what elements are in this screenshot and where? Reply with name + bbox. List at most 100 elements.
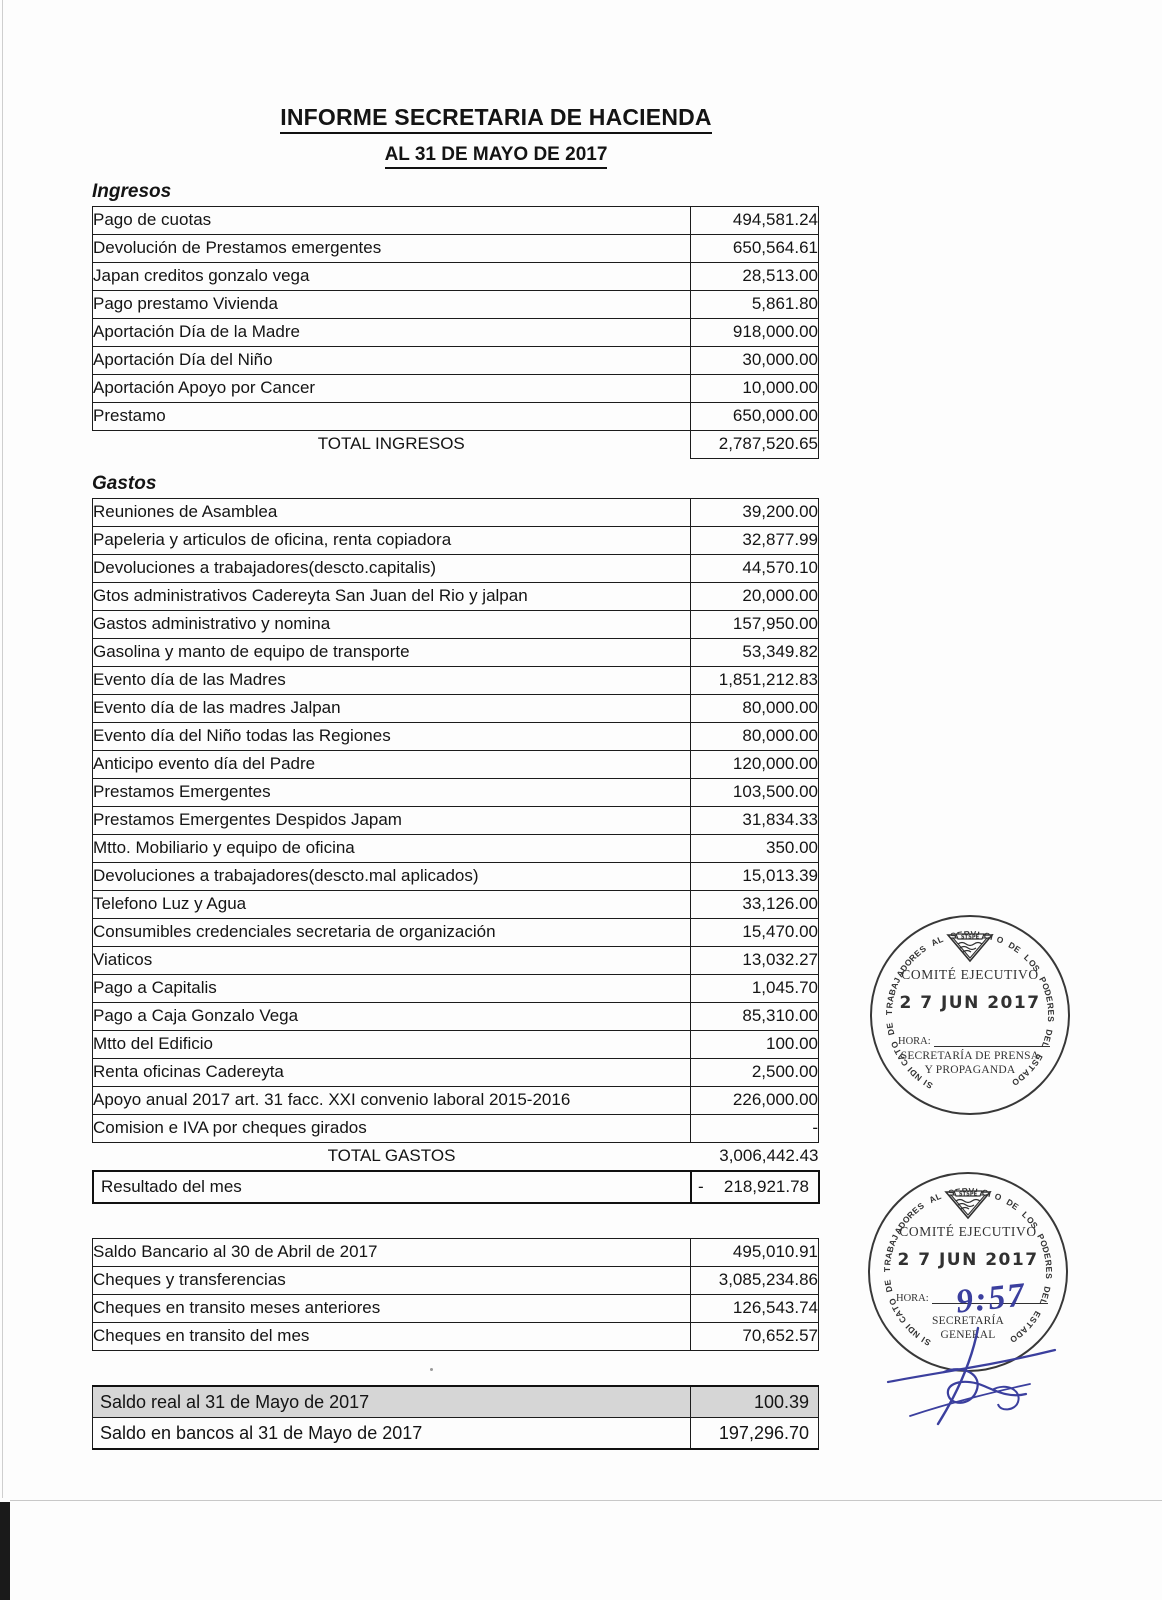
- stamp-ring-char: O: [995, 933, 1006, 946]
- table-row: Prestamos Emergentes 103,500.00: [92, 778, 819, 807]
- stamp-hora-row-1: HORA:: [898, 1033, 1050, 1047]
- table-row: Consumibles credenciales secretaria de o…: [92, 918, 819, 947]
- table-row: Cheques en transito meses anteriores 126,…: [92, 1294, 819, 1323]
- row-value: 15,470.00: [690, 918, 819, 947]
- resultado-negative-sign: -: [698, 1177, 704, 1196]
- saldo-real-label: Saldo real al 31 de Mayo de 2017: [92, 1385, 691, 1418]
- row-value: 103,500.00: [690, 778, 819, 807]
- total-gastos-label: TOTAL GASTOS: [327, 1146, 456, 1165]
- row-label: Viaticos: [92, 946, 691, 975]
- section-heading-ingresos: Ingresos: [92, 181, 172, 202]
- row-value: 495,010.91: [690, 1238, 819, 1267]
- resultado-value-cell: - 218,921.78: [690, 1170, 820, 1204]
- row-value: 157,950.00: [690, 610, 819, 639]
- row-label: Prestamos Emergentes Despidos Japam: [92, 806, 691, 835]
- scan-edge-line: [2, 0, 3, 1498]
- row-value: 100.00: [690, 1030, 819, 1059]
- row-value: 226,000.00: [690, 1086, 819, 1115]
- stamp-secretaria-general: SINDICATODETRABAJADORESALSERVICIODELOSPO…: [868, 1172, 1068, 1372]
- row-label: Devolución de Prestamos emergentes: [92, 234, 691, 263]
- row-label: Saldo Bancario al 30 de Abril de 2017: [92, 1238, 691, 1267]
- row-label: Cheques y transferencias: [92, 1266, 691, 1295]
- row-label: Cheques en transito del mes: [92, 1322, 691, 1351]
- scan-dark-edge: [0, 1502, 10, 1600]
- row-value: 85,310.00: [690, 1002, 819, 1031]
- table-row: Cheques en transito del mes 70,652.57: [92, 1322, 819, 1351]
- table-row: Japan creditos gonzalo vega 28,513.00: [92, 262, 819, 291]
- stamp-committee-2: COMITÉ EJECUTIVO: [899, 1224, 1037, 1239]
- row-value: 15,013.39: [690, 862, 819, 891]
- table-row: Cheques y transferencias 3,085,234.86: [92, 1266, 819, 1295]
- table-row: Gastos administrativo y nomina 157,950.00: [92, 610, 819, 639]
- saldo-bancos-label: Saldo en bancos al 31 de Mayo de 2017: [92, 1417, 691, 1450]
- row-label: Apoyo anual 2017 art. 31 facc. XXI conve…: [92, 1086, 691, 1115]
- row-label: Prestamos Emergentes: [92, 778, 691, 807]
- table-row: Telefono Luz y Agua 33,126.00: [92, 890, 819, 919]
- row-value: 650,564.61: [690, 234, 819, 263]
- stamp-ring-char: S: [1045, 1016, 1056, 1023]
- row-label: Gasolina y manto de equipo de transporte: [92, 638, 691, 667]
- stamp-hora-line-1: [933, 1033, 1050, 1047]
- svg-text:STSPE: STSPE: [961, 935, 980, 941]
- table-row: Gtos administrativos Cadereyta San Juan …: [92, 582, 819, 611]
- total-ingresos-value: 2,787,520.65: [690, 430, 819, 459]
- stamp-date-1: 2 7 JUN 2017: [899, 993, 1041, 1013]
- row-value: 31,834.33: [690, 806, 819, 835]
- table-row: Anticipo evento día del Padre 120,000.00: [92, 750, 819, 779]
- table-row: Viaticos 13,032.27: [92, 946, 819, 975]
- table-row: Gasolina y manto de equipo de transporte…: [92, 638, 819, 667]
- page-subtitle: AL 31 DE MAYO DE 2017: [384, 144, 608, 169]
- row-label: Mtto. Mobiliario y equipo de oficina: [92, 834, 691, 863]
- row-value: 80,000.00: [690, 722, 819, 751]
- table-row: Evento día del Niño todas las Regiones 80…: [92, 722, 819, 751]
- row-label: Cheques en transito meses anteriores: [92, 1294, 691, 1323]
- stamp-dept-line1-2: SECRETARÍA: [932, 1315, 1004, 1327]
- total-gastos-value: 3,006,442.43: [719, 1146, 819, 1165]
- row-label: Mtto del Edificio: [92, 1030, 691, 1059]
- table-row: Papeleria y articulos de oficina, renta …: [92, 526, 819, 555]
- stamp-dept-line1-1: SECRETARÍA DE PRENSA: [900, 1050, 1040, 1062]
- row-value: 120,000.00: [690, 750, 819, 779]
- saldo-real-value: 100.39: [690, 1385, 819, 1418]
- table-row: Mtto. Mobiliario y equipo de oficina 350.…: [92, 834, 819, 863]
- table-row: Pago a Capitalis 1,045.70: [92, 974, 819, 1003]
- stamp-dept-1: SECRETARÍA DE PRENSA Y PROPAGANDA: [872, 1049, 1068, 1077]
- row-label: Telefono Luz y Agua: [92, 890, 691, 919]
- row-label: Reuniones de Asamblea: [92, 498, 691, 527]
- row-value: 2,500.00: [690, 1058, 819, 1087]
- table-row: Evento día de las madres Jalpan 80,000.00: [92, 694, 819, 723]
- stamp-dept-line2-2: GENERAL: [940, 1329, 996, 1341]
- row-label: Prestamo: [92, 402, 691, 431]
- row-label: Renta oficinas Cadereyta: [92, 1058, 691, 1087]
- row-value: 918,000.00: [690, 318, 819, 347]
- row-label: Aportación Apoyo por Cancer: [92, 374, 691, 403]
- table-row: Aportación Día de la Madre 918,000.00: [92, 318, 819, 347]
- table-row: Comision e IVA por cheques girados -: [92, 1114, 819, 1143]
- table-row: Pago a Caja Gonzalo Vega 85,310.00: [92, 1002, 819, 1031]
- table-row: Devolución de Prestamos emergentes 650,56…: [92, 234, 819, 263]
- row-label: Evento día del Niño todas las Regiones: [92, 722, 691, 751]
- gastos-table: Reuniones de Asamblea 39,200.00 Papeleria …: [92, 498, 819, 1170]
- saldo-bancos-value: 197,296.70: [690, 1417, 819, 1450]
- table-row: Evento día de las Madres 1,851,212.83: [92, 666, 819, 695]
- total-gastos-row: TOTAL GASTOS 3,006,442.43: [93, 1143, 819, 1171]
- row-value: 44,570.10: [690, 554, 819, 583]
- row-label: Pago a Caja Gonzalo Vega: [92, 1002, 691, 1031]
- row-value: 70,652.57: [690, 1322, 819, 1351]
- table-row: Apoyo anual 2017 art. 31 facc. XXI conve…: [92, 1086, 819, 1115]
- table-row: Saldo Bancario al 30 de Abril de 2017 495…: [92, 1238, 819, 1267]
- row-label: Devoluciones a trabajadores(descto.capit…: [92, 554, 691, 583]
- row-value: -: [690, 1114, 819, 1143]
- row-label: Aportación Día del Niño: [92, 346, 691, 375]
- stamp-ring-char: S: [1043, 1273, 1054, 1280]
- row-value: 80,000.00: [690, 694, 819, 723]
- row-value: 494,581.24: [690, 206, 819, 235]
- table-row: Mtto del Edificio 100.00: [92, 1030, 819, 1059]
- table-row: Prestamo 650,000.00: [92, 402, 819, 431]
- stspe-emblem-icon: STSPE: [946, 933, 994, 963]
- row-label: Aportación Día de la Madre: [92, 318, 691, 347]
- stamp-prensa-propaganda: SINDICATODETRABAJADORESALSERVICIODELOSPO…: [870, 915, 1070, 1115]
- resultado-table: Resultado del mes - 218,921.78: [92, 1170, 820, 1204]
- total-ingresos-label: TOTAL INGRESOS: [317, 434, 465, 454]
- row-value: 350.00: [690, 834, 819, 863]
